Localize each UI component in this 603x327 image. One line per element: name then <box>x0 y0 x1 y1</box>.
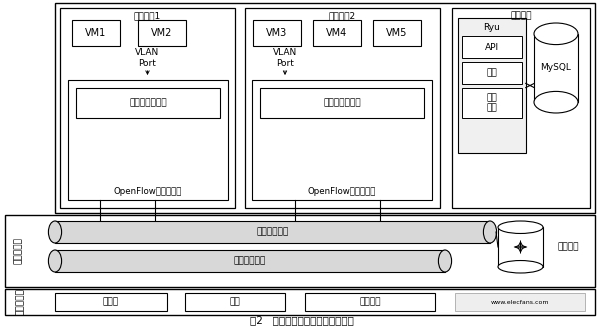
Text: 计算节点1: 计算节点1 <box>134 11 161 21</box>
Bar <box>458 18 526 153</box>
Text: 基础设施层: 基础设施层 <box>16 288 25 316</box>
Bar <box>60 8 235 208</box>
Bar <box>252 80 432 200</box>
Bar <box>260 88 424 118</box>
Ellipse shape <box>48 250 62 272</box>
Bar <box>138 20 186 46</box>
Text: 存储: 存储 <box>230 298 241 306</box>
Text: 通信访问控制层: 通信访问控制层 <box>323 98 361 108</box>
Bar <box>452 8 590 208</box>
Text: VM3: VM3 <box>267 28 288 38</box>
Text: www.elecfans.com: www.elecfans.com <box>491 300 549 304</box>
Text: 认证: 认证 <box>487 68 497 77</box>
Bar <box>5 215 595 287</box>
Bar <box>55 293 167 311</box>
Bar <box>253 20 301 46</box>
Text: VLAN
Port: VLAN Port <box>136 48 160 68</box>
Text: VM5: VM5 <box>387 28 408 38</box>
Bar <box>534 34 578 102</box>
Bar <box>462 62 522 84</box>
Bar <box>55 3 595 213</box>
Bar <box>462 88 522 118</box>
Text: 计算节点2: 计算节点2 <box>329 11 356 21</box>
Text: 虚拟网络链路: 虚拟网络链路 <box>256 228 289 236</box>
Text: VLAN
Port: VLAN Port <box>273 48 297 68</box>
Bar <box>455 293 585 311</box>
Text: 通信访问控制层: 通信访问控制层 <box>129 98 167 108</box>
Text: VM4: VM4 <box>326 28 347 38</box>
Bar <box>462 36 522 58</box>
Bar <box>305 293 435 311</box>
Text: 图2   通信访问控制系统结构示意图: 图2 通信访问控制系统结构示意图 <box>250 315 353 325</box>
Text: 逻辑
控制: 逻辑 控制 <box>487 93 497 113</box>
Bar <box>55 221 490 243</box>
Ellipse shape <box>534 23 578 44</box>
Bar <box>185 293 285 311</box>
Text: 控制节点: 控制节点 <box>510 11 532 21</box>
Text: 虚拟路由: 虚拟路由 <box>557 243 579 251</box>
Bar <box>68 80 228 200</box>
Bar <box>498 227 543 267</box>
Text: OpenFlow虚拟交换机: OpenFlow虚拟交换机 <box>308 187 376 197</box>
Bar <box>55 250 445 272</box>
Text: API: API <box>485 43 499 51</box>
Ellipse shape <box>48 221 62 243</box>
Text: OpenFlow虚拟交换机: OpenFlow虚拟交换机 <box>114 187 182 197</box>
Ellipse shape <box>484 221 497 243</box>
Text: MySQL: MySQL <box>540 63 572 73</box>
Text: VM2: VM2 <box>151 28 172 38</box>
Bar <box>245 8 440 208</box>
Bar <box>72 20 120 46</box>
Ellipse shape <box>498 221 543 233</box>
Text: VM1: VM1 <box>86 28 107 38</box>
Bar <box>313 20 361 46</box>
Text: 虚拟网络链路: 虚拟网络链路 <box>234 256 266 266</box>
Text: 网络虚拟化: 网络虚拟化 <box>13 237 22 265</box>
Ellipse shape <box>534 92 578 113</box>
Ellipse shape <box>498 261 543 273</box>
Text: 服务器: 服务器 <box>103 298 119 306</box>
Bar <box>76 88 220 118</box>
Bar <box>5 289 595 315</box>
Bar <box>373 20 421 46</box>
Ellipse shape <box>438 250 452 272</box>
Text: Ryu: Ryu <box>484 24 500 32</box>
Text: 网络设备: 网络设备 <box>359 298 380 306</box>
